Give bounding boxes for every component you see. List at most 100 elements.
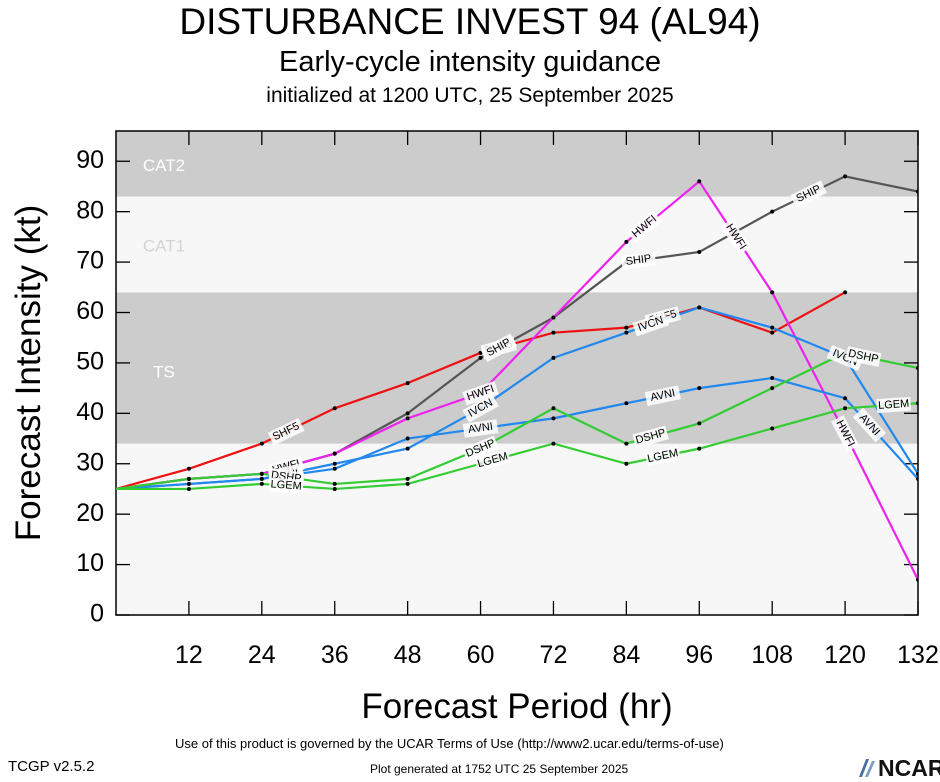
x-tick-label: 24: [248, 641, 276, 669]
point-hwfi: [332, 451, 337, 456]
x-tick-label: 84: [612, 641, 640, 669]
band-label-cat2: CAT2: [143, 156, 185, 175]
y-axis-label: Forecast Intensity (kt): [9, 205, 48, 541]
point-dshp: [697, 421, 702, 426]
point-shf5: [259, 441, 264, 446]
band-label-ts: TS: [153, 362, 175, 381]
point-lgem: [624, 461, 629, 466]
series-label-avni: AVNI: [644, 385, 681, 406]
point-lgem: [186, 486, 191, 491]
point-shf5: [770, 330, 775, 335]
point-dshp: [916, 365, 918, 370]
x-tick-label: 12: [175, 641, 203, 669]
x-axis-label: Forecast Period (hr): [361, 687, 672, 726]
x-tick-label: 72: [540, 641, 568, 669]
series-label-avni: AVNI: [462, 419, 499, 438]
svg-text:SHIP: SHIP: [625, 253, 652, 268]
point-hwfi: [624, 239, 629, 244]
y-tick-label: 30: [76, 448, 104, 476]
series-label-lgem: LGEM: [644, 445, 681, 467]
band-cat1: [116, 196, 918, 293]
point-shf5: [405, 381, 410, 386]
svg-text:AVNI: AVNI: [467, 421, 493, 436]
svg-text:AVNI: AVNI: [649, 387, 676, 404]
point-dshp: [624, 441, 629, 446]
y-tick-label: 10: [76, 549, 104, 577]
point-hwfi: [551, 315, 556, 320]
series-label-dshp: DSHP: [845, 346, 882, 367]
point-shf5: [186, 466, 191, 471]
y-tick-label: 60: [76, 297, 104, 325]
series-label-lgem: LGEM: [268, 477, 304, 494]
point-ship: [843, 174, 848, 179]
generated-timestamp: Plot generated at 1752 UTC 25 September …: [370, 762, 629, 776]
line-lgem: [116, 402, 918, 491]
y-tick-label: 50: [76, 348, 104, 376]
point-ship: [916, 189, 918, 194]
initialization-line: initialized at 1200 UTC, 25 September 20…: [266, 84, 674, 107]
y-tick-label: 20: [76, 499, 104, 527]
point-ship: [697, 250, 702, 254]
point-avni: [405, 436, 410, 441]
x-tick-label: 36: [321, 641, 349, 669]
point-lgem: [843, 406, 848, 411]
series-label-ship: SHIP: [620, 251, 657, 270]
point-hwfi: [916, 577, 918, 582]
y-tick-label: 40: [76, 398, 104, 426]
point-dshp: [551, 406, 556, 411]
point-lgem: [697, 446, 702, 451]
point-shf5: [478, 350, 483, 355]
svg-text:LGEM: LGEM: [878, 398, 910, 412]
svg-text:LGEM: LGEM: [270, 478, 302, 492]
y-tick-label: 80: [76, 196, 104, 224]
x-tick-label: 96: [685, 641, 713, 669]
point-avni: [551, 416, 556, 421]
point-avni: [332, 466, 337, 471]
ncar-swoosh-icon: [859, 759, 875, 777]
point-dshp: [332, 481, 337, 486]
point-dshp: [770, 386, 775, 391]
point-ivcn: [770, 325, 775, 330]
y-tick-label: 90: [76, 146, 104, 174]
chart-subtitle: Early-cycle intensity guidance: [278, 46, 661, 78]
point-dshp: [405, 476, 410, 481]
point-avni: [259, 476, 264, 481]
point-avni: [843, 396, 848, 401]
chart-title: DISTURBANCE INVEST 94 (AL94): [179, 1, 761, 42]
point-hwfi: [697, 179, 702, 184]
x-tick-label: 132: [897, 641, 939, 669]
x-tick-label: 120: [824, 641, 866, 669]
point-ivcn: [332, 461, 337, 466]
line-dshp: [116, 351, 918, 491]
point-lgem: [332, 486, 337, 491]
point-lgem: [259, 481, 264, 486]
point-lgem: [551, 441, 556, 446]
point-avni: [770, 376, 775, 381]
plot-frame: [115, 130, 919, 616]
point-lgem: [770, 426, 775, 431]
point-dshp: [259, 471, 264, 476]
version-label: TCGP v2.5.2: [8, 758, 95, 775]
series-lgem: [116, 401, 918, 491]
x-tick-label: 48: [394, 641, 422, 669]
band-cat2: [116, 131, 918, 197]
point-shf5: [551, 330, 556, 335]
x-tick-label: 60: [467, 641, 495, 669]
point-ship: [405, 411, 410, 416]
y-tick-label: 0: [90, 600, 104, 628]
point-ivcn: [697, 305, 702, 310]
point-ship: [478, 355, 483, 360]
point-lgem: [916, 401, 918, 406]
point-ivcn: [551, 355, 556, 360]
band-label-cat1: CAT1: [143, 236, 185, 255]
ncar-logo-text: NCAR: [878, 755, 940, 781]
point-avni: [186, 481, 191, 486]
point-avni: [697, 386, 702, 391]
point-shf5: [843, 290, 848, 295]
point-ivcn: [405, 446, 410, 451]
point-ivcn: [624, 330, 629, 335]
point-ivcn: [916, 471, 918, 476]
series-label-lgem: LGEM: [876, 396, 912, 414]
point-hwfi: [405, 416, 410, 421]
